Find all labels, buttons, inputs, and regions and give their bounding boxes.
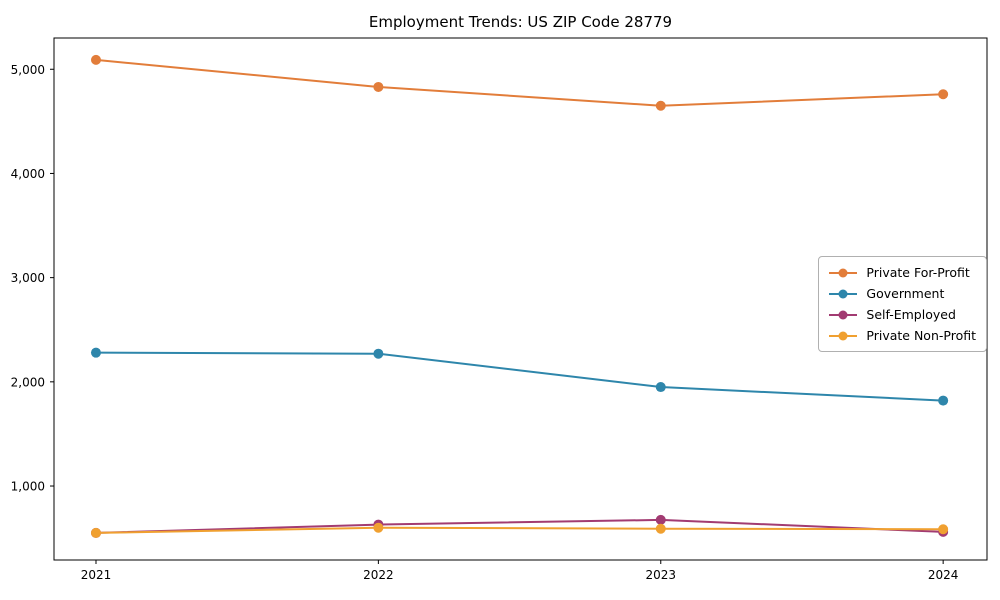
- legend-item-private-for-profit: Private For-Profit: [828, 264, 976, 281]
- legend-label-private-for-profit: Private For-Profit: [866, 265, 970, 280]
- chart-title: Employment Trends: US ZIP Code 28779: [368, 13, 673, 31]
- legend-item-self-employed: Self-Employed: [828, 306, 976, 323]
- data-point-government-2022: [373, 348, 384, 359]
- data-point-private-for-profit-2023: [655, 100, 666, 111]
- y-tick-label: 2,000: [11, 375, 45, 389]
- x-tick-label: 2021: [81, 568, 112, 582]
- data-point-government-2021: [90, 347, 101, 358]
- y-tick-label: 5,000: [11, 63, 45, 77]
- series-line-private-non-profit: [94, 526, 945, 534]
- data-point-private-non-profit-2023: [655, 523, 666, 534]
- axes-box: [53, 37, 988, 561]
- data-point-private-non-profit-2022: [373, 522, 384, 533]
- x-tick-label: 2023: [645, 568, 676, 582]
- legend-line-marker-icon: [829, 268, 858, 277]
- y-tick-label: 4,000: [11, 167, 45, 181]
- data-point-government-2024: [938, 395, 949, 406]
- legend-label-self-employed: Self-Employed: [866, 307, 956, 322]
- data-point-private-for-profit-2022: [373, 81, 384, 92]
- y-tick-label: 1,000: [11, 480, 45, 494]
- data-point-self-employed-2023: [655, 514, 666, 525]
- series-line-self-employed: [94, 518, 945, 534]
- legend: Private For-Profit Government Self-Employe…: [818, 256, 987, 352]
- data-point-private-non-profit-2021: [90, 527, 101, 538]
- legend-label-private-non-profit: Private Non-Profit: [866, 328, 976, 343]
- x-tick-label: 2024: [928, 568, 959, 582]
- series-line-government: [94, 351, 945, 402]
- y-tick-label: 3,000: [11, 271, 45, 285]
- data-point-private-non-profit-2024: [938, 524, 949, 535]
- legend-item-government: Government: [828, 285, 976, 302]
- legend-line-marker-icon: [829, 289, 858, 298]
- data-point-government-2023: [655, 382, 666, 393]
- x-tick-label: 2022: [363, 568, 394, 582]
- legend-item-private-non-profit: Private Non-Profit: [828, 327, 976, 344]
- legend-line-marker-icon: [829, 310, 858, 319]
- data-point-private-for-profit-2021: [90, 54, 101, 65]
- legend-label-government: Government: [866, 286, 945, 301]
- data-point-private-for-profit-2024: [938, 89, 949, 100]
- legend-line-marker-icon: [829, 331, 858, 340]
- series-line-private-for-profit: [94, 58, 945, 107]
